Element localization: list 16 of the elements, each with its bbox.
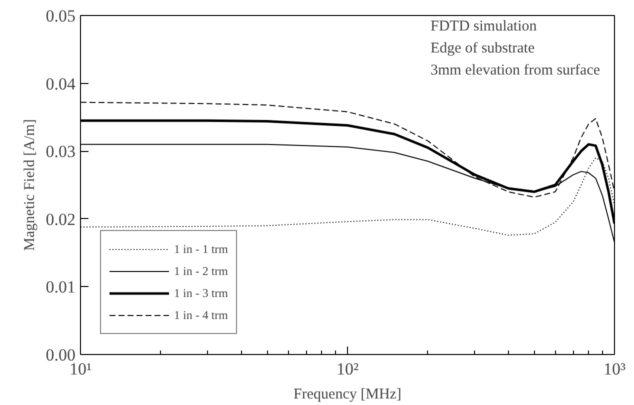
y-tick-label: 0.02 xyxy=(46,210,76,229)
x-tick-label: 10³ xyxy=(603,360,626,378)
y-tick-label: 0.05 xyxy=(46,6,76,26)
legend-label: 1 in - 3 trm xyxy=(174,286,228,300)
y-tick-label: 0.04 xyxy=(46,74,76,94)
annotation: Edge of substrate xyxy=(430,40,535,56)
annotation: FDTD simulation xyxy=(430,18,538,34)
y-tick-label: 0.03 xyxy=(46,142,76,162)
annotation: 3mm elevation from surface xyxy=(430,62,600,78)
x-tick-label: 10² xyxy=(336,360,359,378)
x-axis-title: Frequency [MHz] xyxy=(294,386,402,402)
legend-label: 1 in - 1 trm xyxy=(174,242,228,256)
legend-label: 1 in - 2 trm xyxy=(174,264,228,278)
y-tick-label: 0.01 xyxy=(46,278,76,297)
y-axis-title: Magnetic Field [A/m] xyxy=(22,119,38,251)
legend-label: 1 in - 4 trm xyxy=(174,308,228,322)
